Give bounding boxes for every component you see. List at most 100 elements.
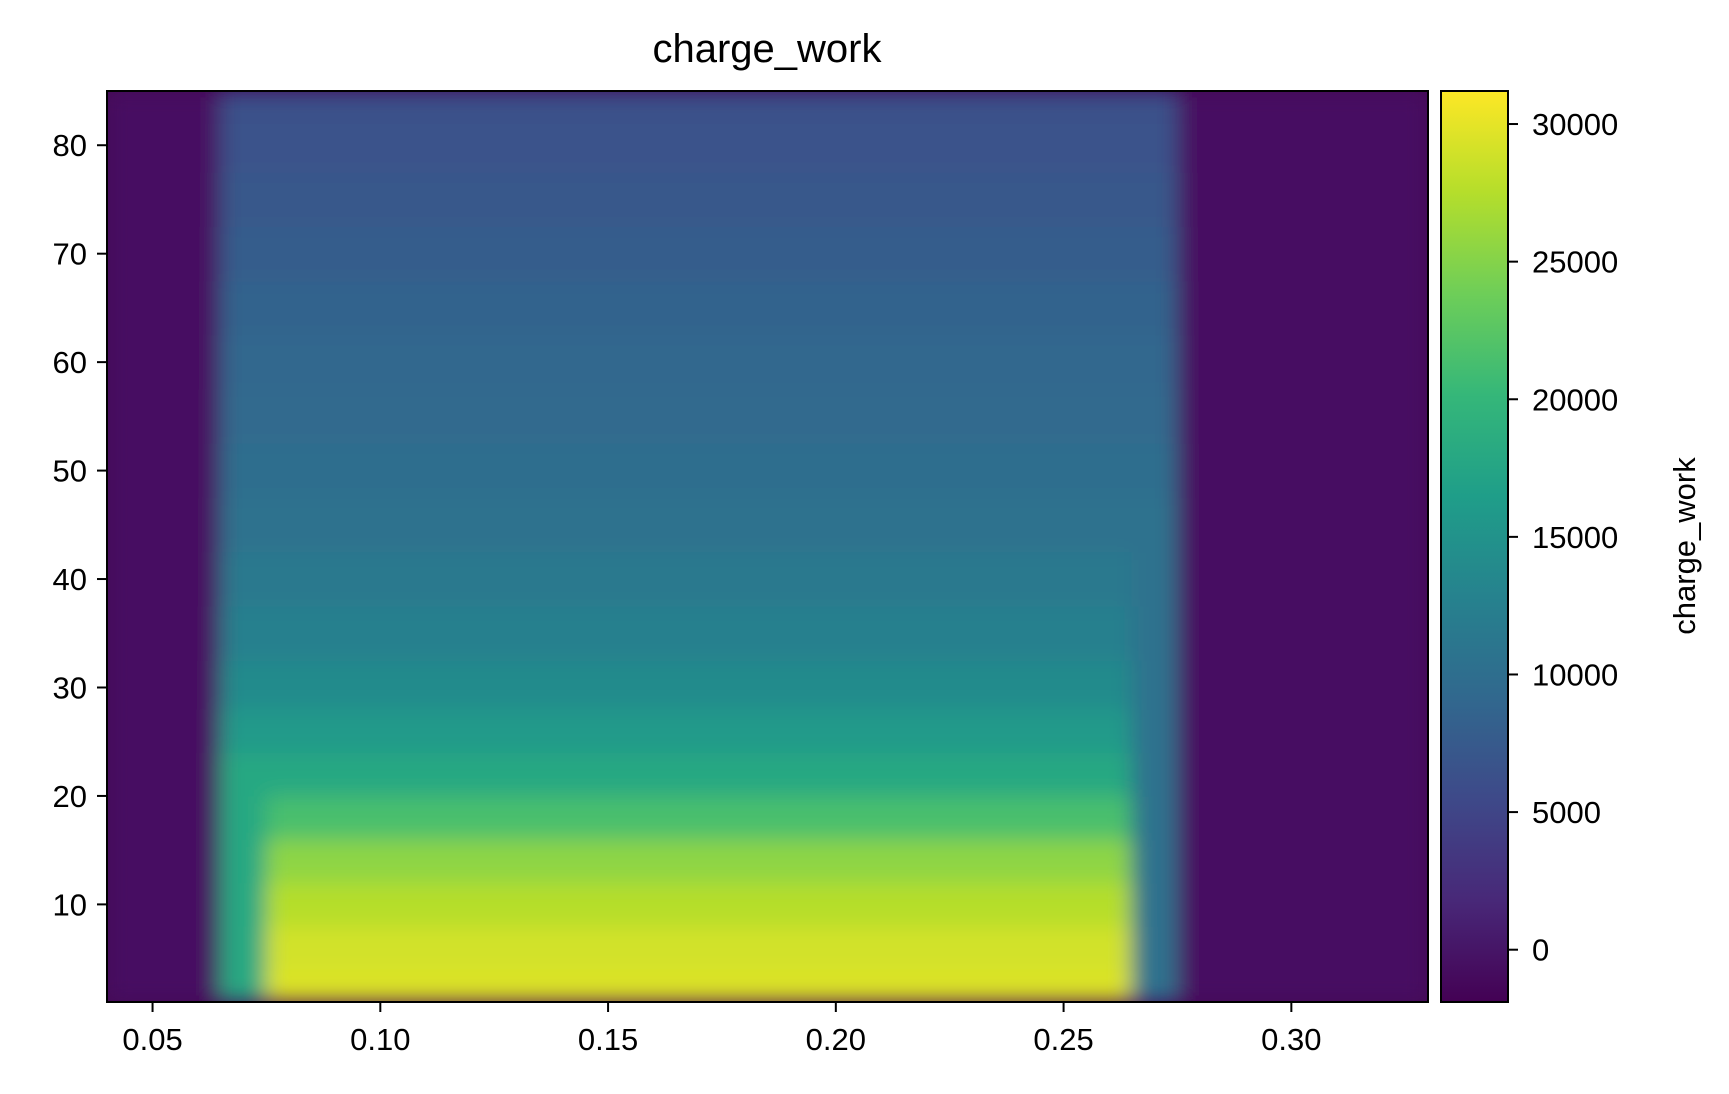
heatmap-cell <box>107 925 176 970</box>
heatmap-cell <box>402 882 450 927</box>
heatmap-cell <box>311 388 359 444</box>
heatmap-cell <box>584 838 632 884</box>
heatmap-cell <box>1359 795 1428 840</box>
colorbar-tick-label: 30000 <box>1532 107 1618 142</box>
heatmap-cell <box>1040 882 1087 927</box>
heatmap-cell <box>357 334 404 390</box>
heatmap-cell <box>220 968 267 1002</box>
heatmap-cell <box>174 838 222 884</box>
heatmap-cell <box>1176 91 1224 125</box>
y-axis: 10 20 30 40 50 60 70 80 <box>53 128 107 922</box>
heatmap-cell <box>630 882 677 927</box>
heatmap-cell <box>265 334 313 390</box>
heatmap-cell <box>1359 91 1428 125</box>
heatmap-cell <box>448 925 495 970</box>
heatmap-cell <box>1040 442 1087 499</box>
heatmap-cell <box>949 605 996 661</box>
heatmap-cell <box>220 752 267 797</box>
colorbar-tick-label: 10000 <box>1532 657 1618 692</box>
heatmap-cell <box>1268 388 1315 444</box>
heatmap-cell <box>1176 497 1224 553</box>
heatmap-cell <box>220 91 267 125</box>
heatmap-cell <box>1131 968 1178 1002</box>
heatmap-cell <box>903 334 951 390</box>
heatmap-cell <box>1222 442 1270 499</box>
heatmap-cell <box>107 708 176 754</box>
heatmap-cell <box>949 838 996 884</box>
heatmap-cell <box>767 708 814 754</box>
heatmap-cell <box>1222 91 1270 125</box>
heatmap-cell <box>265 925 313 970</box>
heatmap-cell <box>630 334 677 390</box>
heatmap-cell <box>767 968 814 1002</box>
heatmap-cell <box>448 334 495 390</box>
heatmap-cell <box>721 280 768 336</box>
heatmap-cell <box>721 91 768 125</box>
heatmap-cell <box>1359 334 1428 390</box>
heatmap-cell <box>311 91 359 125</box>
heatmap-cell <box>493 497 541 553</box>
heatmap-cell <box>1222 334 1270 390</box>
heatmap-cell <box>812 752 860 797</box>
heatmap-cell <box>357 795 404 840</box>
heatmap-cell <box>107 551 176 607</box>
heatmap-cell <box>1359 882 1428 927</box>
heatmap-cell <box>858 123 905 173</box>
heatmap-cell <box>174 497 222 553</box>
heatmap-cell <box>1222 280 1270 336</box>
heatmap-cell <box>949 123 996 173</box>
heatmap-cell <box>220 605 267 661</box>
heatmap-cell <box>1131 752 1178 797</box>
heatmap-cell <box>265 551 313 607</box>
heatmap-cell <box>357 280 404 336</box>
heatmap-cell <box>1131 838 1178 884</box>
heatmap-cell <box>812 442 860 499</box>
heatmap-cell <box>994 882 1042 927</box>
heatmap-cell <box>767 334 814 390</box>
heatmap-cell <box>903 280 951 336</box>
heatmap-cell <box>767 442 814 499</box>
heatmap-cell <box>949 659 996 710</box>
heatmap-cell <box>1268 91 1315 125</box>
heatmap-cell <box>311 497 359 553</box>
heatmap-cell <box>357 605 404 661</box>
heatmap-cell <box>1313 388 1361 444</box>
heatmap-cell <box>1359 497 1428 553</box>
heatmap-cell <box>812 795 860 840</box>
heatmap-cell <box>994 708 1042 754</box>
heatmap-cell <box>493 442 541 499</box>
y-tick-label: 50 <box>53 454 87 489</box>
heatmap-cell <box>311 123 359 173</box>
heatmap-cell <box>1131 91 1178 125</box>
heatmap-cell <box>1040 659 1087 710</box>
heatmap-cell <box>1085 334 1133 390</box>
heatmap-cell <box>1359 752 1428 797</box>
plot-area <box>107 91 1428 1002</box>
heatmap-cell <box>1040 171 1087 228</box>
heatmap-cell <box>107 91 176 125</box>
heatmap-cell <box>858 605 905 661</box>
heatmap-cell <box>812 123 860 173</box>
heatmap-cell <box>630 968 677 1002</box>
heatmap-cell <box>311 838 359 884</box>
heatmap-cell <box>1085 388 1133 444</box>
heatmap-cell <box>493 226 541 282</box>
heatmap-cell <box>107 334 176 390</box>
heatmap-cell <box>174 226 222 282</box>
x-tick-label: 0.15 <box>578 1022 638 1057</box>
heatmap-cell <box>402 795 450 840</box>
heatmap-cell <box>584 497 632 553</box>
heatmap-cell <box>1176 442 1224 499</box>
heatmap-cell <box>584 659 632 710</box>
heatmap-cell <box>903 605 951 661</box>
heatmap-cell <box>1131 795 1178 840</box>
heatmap-cell <box>721 795 768 840</box>
heatmap-cell <box>1313 795 1361 840</box>
heatmap-cell <box>402 659 450 710</box>
heatmap-cell <box>1313 551 1361 607</box>
x-tick-label: 0.25 <box>1033 1022 1093 1057</box>
heatmap-cell <box>357 388 404 444</box>
heatmap-cell <box>858 91 905 125</box>
heatmap-cell <box>1176 925 1224 970</box>
